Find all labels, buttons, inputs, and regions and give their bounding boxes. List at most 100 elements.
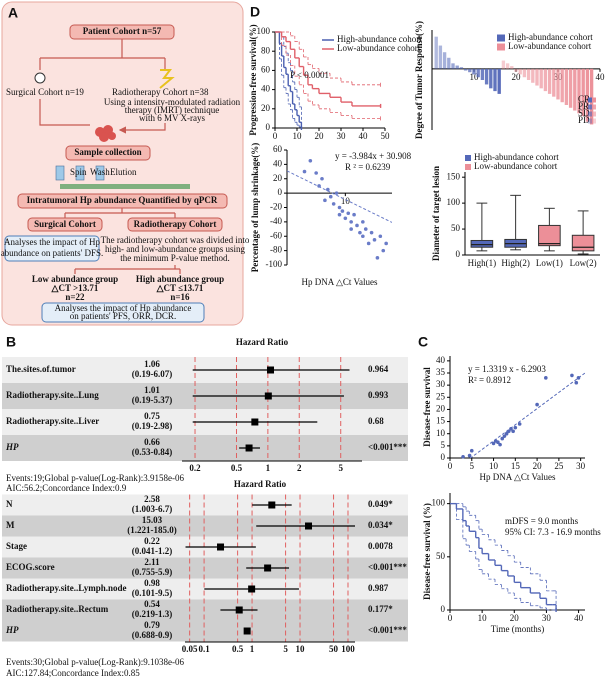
annotation: P < 0.0001 (290, 70, 329, 80)
group-label: n=22 (65, 292, 85, 302)
x-tick-label: 20 (512, 72, 522, 82)
y-axis-label: Percentage of lump shrinkage(%) (250, 143, 260, 273)
node-box (127, 217, 223, 232)
row-label: ECOG.score (6, 562, 55, 572)
point (308, 158, 313, 163)
note-box (41, 302, 205, 323)
y-tick-label: -100 (266, 259, 283, 269)
bar (489, 68, 493, 89)
response-swatch (592, 104, 596, 110)
row-label: The.sites.of.tumor (6, 364, 76, 374)
x-axis-label: Hp DNA △Ct Values (301, 277, 378, 287)
confidence-interval: (0.19-2.98) (132, 421, 173, 431)
x-tick-label: 20 (510, 613, 520, 623)
connector (39, 39, 166, 70)
y-tick-label: 20 (436, 403, 446, 413)
point (570, 373, 574, 378)
x-tick-label: 25 (554, 461, 564, 471)
point (469, 448, 474, 453)
y-tick-label: 50 (436, 551, 446, 561)
p-value: 0.0078 (368, 541, 393, 551)
p-value: <0.001*** (368, 625, 407, 635)
point (358, 230, 362, 235)
bar (552, 68, 556, 97)
confidence-interval: (0.755-5.9) (132, 567, 173, 577)
x-tick-label: 100 (341, 644, 355, 654)
p-value: 0.049* (368, 499, 393, 509)
x-tick-label: 10 (293, 131, 303, 141)
bar (589, 68, 594, 125)
note-line: with 6 MV X-rays (139, 113, 206, 123)
point (349, 220, 353, 224)
dna-strip (60, 184, 190, 189)
chart-waterfall: 10203040Degree of Tumor Response(%)High-… (414, 21, 605, 139)
footer-note: AIC:127.84;Concordance Index:0.85 (6, 668, 140, 678)
annotation: 95% CI: 7.3 - 16.9 months (505, 527, 601, 537)
bar (459, 67, 464, 69)
hr-marker (264, 564, 272, 572)
point (369, 230, 374, 235)
x-tick-label: 1 (250, 644, 255, 654)
surgeon-icon (34, 72, 46, 84)
point (509, 427, 513, 431)
equation: y = 1.3319 x - 6.2903 (468, 364, 546, 374)
row-label: M (6, 520, 15, 530)
bar (463, 68, 468, 71)
bar (568, 68, 573, 108)
point (320, 176, 324, 181)
group-label: High abundance group (136, 274, 224, 284)
y-tick-label: 35 (436, 367, 446, 377)
node-label: Intratumoral Hp abundance Quantified by … (27, 195, 218, 205)
legend-label: High-abundance cohort (474, 152, 559, 162)
confidence-interval: (0.53-0.84) (132, 447, 173, 457)
point (384, 241, 388, 246)
y-tick-label: 100 (257, 26, 271, 36)
chart-scatter: -100 -80 -60 -40 -20 0 20 40 60 10 Percentage of l… (250, 143, 412, 287)
box (538, 224, 561, 247)
x-tick-label: 5 (338, 463, 343, 473)
x-tick-label: 30 (337, 131, 347, 141)
x-axis-label: Time (months) (491, 624, 544, 634)
x-tick-label: 5 (470, 461, 475, 471)
bar (522, 68, 527, 78)
bar (526, 68, 531, 80)
legend-swatch (497, 43, 505, 51)
confidence-interval: (0.219-1.3) (132, 609, 173, 619)
point (535, 402, 539, 407)
bar (518, 68, 522, 75)
panel-label: A (8, 5, 18, 21)
bar (484, 68, 489, 85)
x-tick-label: 50 (381, 131, 391, 141)
bar (434, 36, 438, 69)
panel-a: A Patient Cohort n=57 Surgical Cohort n=… (1, 1, 250, 326)
x-tick-label: 40 (596, 72, 606, 82)
x-tick-label: 10 (296, 644, 306, 654)
equation: y = -3.984x + 30.908 (335, 151, 412, 161)
x-tick-label: Low(2) (570, 258, 597, 268)
bar (510, 66, 514, 69)
node-box (65, 145, 151, 161)
y-axis-label: Diameter of target lesion (431, 166, 441, 261)
y-tick-label: 25 (436, 391, 446, 401)
point (317, 184, 321, 188)
y-tick-label: 10 (436, 428, 446, 438)
group-label: Low abundance group (32, 274, 118, 284)
bar (539, 68, 543, 89)
y-axis-label: Disease-free survival (422, 367, 432, 447)
response-label: CR (578, 94, 590, 104)
bar (577, 68, 581, 114)
hazard-ratio: 0.22 (144, 536, 160, 546)
bar (451, 63, 455, 69)
point (372, 238, 377, 242)
y-tick-label: 60 (273, 144, 283, 154)
point (461, 454, 465, 459)
y-axis-label: Disease-free survival (%) (422, 503, 432, 600)
x-tick-label: Low(1) (536, 258, 563, 268)
node-label: Surgical Cohort (34, 219, 96, 229)
x-tick-label: 50 (329, 644, 339, 654)
bar (501, 60, 506, 69)
bar (476, 68, 480, 78)
connector (74, 265, 181, 274)
note-line: therapy (IMRT) technique (125, 105, 219, 115)
legend-swatch (497, 34, 505, 42)
